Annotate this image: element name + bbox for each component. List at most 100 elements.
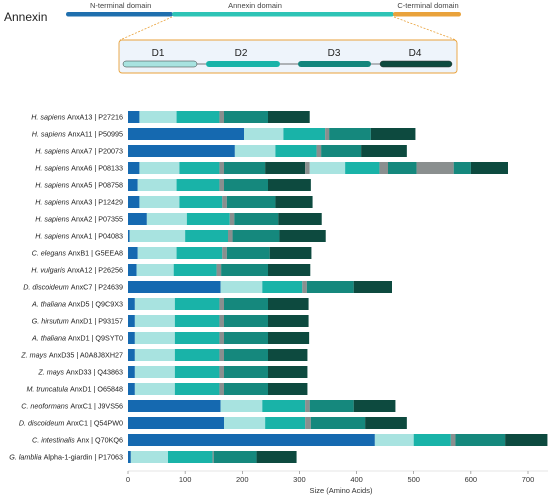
protein-row: H. sapiens AnxA1 | P04083 (35, 230, 326, 242)
bar-segment-d1 (220, 281, 263, 293)
bar-segment-d2 (413, 434, 451, 446)
bar-segment-d1 (134, 366, 175, 378)
bar-segment-linker (222, 196, 227, 208)
bar-segment-d2 (174, 366, 220, 378)
protein-label: Z. mays AnxD35 | A0A8J8XH27 (20, 351, 123, 360)
bar-segment-linker (416, 162, 454, 174)
bar-segment-d3 (226, 247, 270, 259)
protein-row: H. sapiens AnxA11 | P50995 (32, 128, 416, 140)
bar-segment-d4 (365, 417, 407, 429)
bar-segment-d1 (374, 434, 414, 446)
bar-segment-nterm (128, 111, 140, 123)
figure-title: Annexin (4, 10, 47, 24)
bar-segment-d2 (262, 400, 306, 412)
bar-segment-d2 (283, 128, 326, 140)
protein-row: H. vulgaris AnxA12 | P26256 (31, 264, 311, 276)
bar-segment-d2 (176, 111, 220, 123)
bar-segment-d4 (269, 247, 312, 259)
bar-segment-linker (316, 145, 322, 157)
bar-segment-linker (219, 111, 224, 123)
bar-segment-d2 (275, 145, 317, 157)
protein-row: H. sapiens AnxA7 | P20073 (35, 145, 407, 157)
bar-segment-d3 (224, 332, 268, 344)
repeat-d4-label: D4 (409, 48, 422, 59)
bar-segment-nterm (128, 196, 140, 208)
bar-segment-d1 (134, 349, 175, 361)
bar-segment-d4 (370, 128, 416, 140)
bar-segment-d2 (345, 162, 380, 174)
bar-segment-nterm (128, 264, 137, 276)
bar-segment-nterm (128, 332, 135, 344)
bar-segment-d3 (224, 383, 268, 395)
bar-segment-linker (305, 162, 310, 174)
bar-segment-d2 (185, 230, 228, 242)
protein-label: C. neoformans AnxC1 | J9VS56 (21, 402, 123, 411)
x-tick-label: 500 (407, 475, 420, 484)
bar-segment-d1 (234, 145, 276, 157)
bar-segment-d2 (176, 179, 220, 191)
bar-segment-d4 (268, 332, 310, 344)
bar-segment-d4 (470, 162, 508, 174)
bar-segment-d4 (268, 383, 308, 395)
bar-segment-d3 (224, 315, 268, 327)
protein-label: H. sapiens AnxA5 | P08758 (35, 181, 123, 190)
bar-segment-d1 (139, 162, 180, 174)
bar-segment-d4 (268, 264, 311, 276)
x-tick-label: 700 (522, 475, 535, 484)
bar-segment-d3 (453, 162, 471, 174)
protein-bars: H. sapiens AnxA13 | P27216 H. sapiens Anx… (9, 111, 548, 463)
bar-segment-d3 (455, 434, 506, 446)
bar-segment-linker (219, 298, 224, 310)
bar-segment-d3 (213, 451, 257, 463)
bar-segment-d3 (221, 264, 268, 276)
bar-segment-nterm (128, 349, 135, 361)
bar-segment-d2 (186, 213, 230, 225)
bar-segment-d1 (134, 332, 175, 344)
protein-row: G. lamblia Alpha-1-giardin | P17063 (9, 451, 297, 463)
protein-row: H. sapiens AnxA2 | P07355 (35, 213, 322, 225)
bar-segment-d4 (268, 111, 310, 123)
bar-segment-linker (302, 281, 307, 293)
bar-segment-d3 (224, 349, 268, 361)
bar-segment-linker (222, 247, 227, 259)
protein-label: H. sapiens AnxA6 | P08133 (35, 164, 123, 173)
repeat-d2-bar (206, 61, 280, 67)
protein-row: C. elegans AnxB1 | G5EEA8 (32, 247, 312, 259)
bar-segment-d4 (279, 230, 326, 242)
bar-segment-d3 (388, 162, 417, 174)
bar-segment-d4 (353, 281, 392, 293)
protein-label: A. thaliana AnxD5 | Q9C9X3 (31, 300, 123, 309)
c-terminal-domain-bar (393, 12, 461, 17)
bar-segment-d2 (173, 264, 217, 276)
zoom-line-left (119, 16, 173, 41)
protein-row: A. thaliana AnxD5 | Q9C9X3 (31, 298, 309, 310)
protein-row: H. sapiens AnxA6 | P08133 (35, 162, 508, 174)
x-axis-label: Size (Amino Acids) (310, 486, 373, 495)
protein-label: C. intestinalis Anx | Q70KQ6 (32, 436, 123, 445)
bar-segment-d2 (174, 298, 220, 310)
bar-segment-d4 (353, 400, 396, 412)
protein-row: Z. mays AnxD33 | Q43863 (37, 366, 308, 378)
bar-segment-nterm (128, 145, 235, 157)
bar-segment-d3 (310, 417, 366, 429)
bar-segment-d3 (224, 111, 268, 123)
bar-segment-linker (219, 162, 224, 174)
bar-segment-nterm (128, 315, 135, 327)
protein-row: Z. mays AnxD35 | A0A8J8XH27 (20, 349, 308, 361)
bar-segment-d3 (224, 179, 268, 191)
bar-segment-nterm (128, 366, 135, 378)
bar-segment-nterm (128, 247, 138, 259)
bar-segment-d4 (278, 213, 322, 225)
bar-segment-d4 (361, 145, 407, 157)
bar-segment-d3 (232, 230, 280, 242)
bar-segment-d2 (174, 315, 220, 327)
bar-segment-d4 (505, 434, 548, 446)
bar-segment-linker (305, 400, 310, 412)
bar-segment-d1 (129, 230, 186, 242)
protein-label: H. sapiens AnxA1 | P04083 (35, 232, 123, 241)
c-terminal-domain-label: C-terminal domain (397, 1, 458, 10)
protein-row: G. hirsutum AnxD1 | P93157 (32, 315, 309, 327)
bar-segment-d4 (256, 451, 297, 463)
bar-segment-d3 (224, 298, 268, 310)
protein-label: D. discoideum AnxC1 | Q54PW0 (19, 419, 123, 428)
